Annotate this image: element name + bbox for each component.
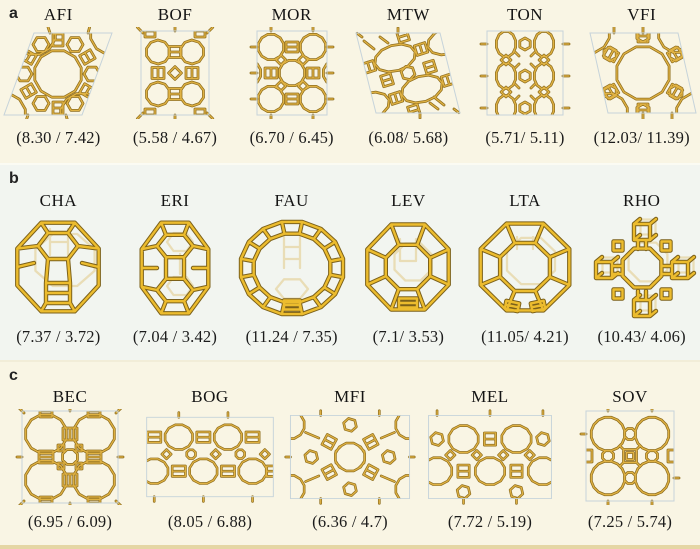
structure-panel-BEC: BEC (6.95 / 6.09) bbox=[0, 385, 140, 545]
structure-title: MOR bbox=[271, 5, 312, 24]
structure-pore-values: (8.05 / 6.88) bbox=[167, 512, 253, 531]
structure-panel-RHO: RHO (10.43/ 4.06) bbox=[583, 189, 700, 360]
structure-panel-MFI: MFI (6.36 / 4.7) bbox=[280, 385, 420, 545]
structure-image-VFI bbox=[589, 27, 697, 119]
structure-title: LEV bbox=[391, 191, 426, 210]
structure-pore-values: (11.24 / 7.35) bbox=[245, 327, 338, 346]
structure-pore-values: (6.36 / 4.7) bbox=[312, 512, 388, 531]
structure-pore-values: (7.25 / 5.74) bbox=[587, 512, 673, 531]
structure-title: RHO bbox=[622, 191, 661, 210]
structure-image-MOR bbox=[249, 27, 335, 119]
structure-pore-values: (7.04 / 3.42) bbox=[132, 327, 218, 346]
structure-title: AFI bbox=[43, 5, 73, 24]
structure-panel-MEL: MEL (7.72 / 5.19) bbox=[420, 385, 560, 545]
structure-image-SOV bbox=[579, 409, 681, 505]
structure-panel-ERI: ERI (7.04 / 3.42) bbox=[117, 189, 234, 360]
structure-pore-values: (12.03/ 11.39) bbox=[593, 128, 690, 147]
structure-panel-BOF: BOF (5.58 / 4.67) bbox=[117, 3, 234, 163]
structure-image-RHO bbox=[593, 216, 696, 319]
structure-pore-values: (6.70 / 6.45) bbox=[249, 128, 334, 147]
panel-c: c BEC (6.95 / 6.09) BOG (8.05 / 6.88) MFI (6.… bbox=[0, 360, 700, 549]
structure-title: BOG bbox=[191, 387, 229, 406]
structure-title: FAU bbox=[274, 191, 309, 210]
structure-title: CHA bbox=[39, 191, 78, 210]
structure-pore-values: (7.37 / 3.72) bbox=[16, 327, 101, 346]
panel-c-cells: BEC (6.95 / 6.09) BOG (8.05 / 6.88) MFI (6.36… bbox=[0, 362, 700, 545]
panel-a: a AFI (8.30 / 7.42) BOF (5.58 / 4.67) MOR (6.… bbox=[0, 0, 700, 163]
structure-pore-values: (7.1/ 3.53) bbox=[372, 327, 445, 346]
structure-title: SOV bbox=[612, 387, 648, 406]
structure-image-TON bbox=[479, 30, 571, 116]
structure-panel-TON: TON (5.71/ 5.11) bbox=[467, 3, 584, 163]
structure-image-ERI bbox=[139, 220, 211, 316]
structure-image-MFI bbox=[284, 409, 416, 505]
structure-pore-values: (7.72 / 5.19) bbox=[447, 512, 533, 531]
structure-panel-MTW: MTW (6.08/ 5.68) bbox=[350, 3, 467, 163]
panel-b-label: b bbox=[9, 170, 19, 187]
structure-panel-SOV: SOV (7.25 / 5.74) bbox=[560, 385, 700, 545]
structure-panel-LEV: LEV (7.1/ 3.53) bbox=[350, 189, 467, 360]
structure-pore-values: (5.58 / 4.67) bbox=[132, 128, 218, 147]
structure-image-CHA bbox=[15, 220, 102, 314]
structure-pore-values: (10.43/ 4.06) bbox=[597, 327, 686, 346]
structure-title: MEL bbox=[471, 387, 509, 406]
structure-title: ERI bbox=[160, 191, 190, 210]
structure-panel-AFI: AFI (8.30 / 7.42) bbox=[0, 3, 117, 163]
structure-title: LTA bbox=[509, 191, 541, 210]
structure-image-BOG bbox=[146, 411, 274, 503]
structure-pore-values: (11.05/ 4.21) bbox=[481, 327, 569, 346]
structure-title: BOF bbox=[157, 5, 193, 24]
structure-image-BOF bbox=[136, 27, 215, 119]
structure-image-MEL bbox=[428, 409, 552, 505]
structure-panel-FAU: FAU (11.24 / 7.35) bbox=[233, 189, 350, 360]
panel-b: b CHA (7.37 / 3.72) ERI (7.04 / 3.42) FAU (11… bbox=[0, 163, 700, 360]
structure-image-FAU bbox=[238, 219, 345, 317]
structure-title: VFI bbox=[627, 5, 657, 24]
structure-panel-BOG: BOG (8.05 / 6.88) bbox=[140, 385, 280, 545]
structure-title: MTW bbox=[386, 5, 430, 24]
structure-pore-values: (5.71/ 5.11) bbox=[485, 128, 565, 147]
structure-pore-values: (8.30 / 7.42) bbox=[16, 128, 101, 147]
structure-panel-MOR: MOR (6.70 / 6.45) bbox=[233, 3, 350, 163]
structure-panel-LTA: LTA (11.05/ 4.21) bbox=[467, 189, 584, 360]
structure-pore-values: (6.08/ 5.68) bbox=[368, 128, 449, 147]
structure-title: MFI bbox=[334, 387, 366, 406]
structure-image-LEV bbox=[365, 222, 452, 312]
structure-pore-values: (6.95 / 6.09) bbox=[27, 512, 113, 531]
structure-title: TON bbox=[506, 5, 544, 24]
panel-a-label: a bbox=[9, 5, 18, 22]
structure-title: BEC bbox=[52, 387, 88, 406]
structure-panel-CHA: CHA (7.37 / 3.72) bbox=[0, 189, 117, 360]
panel-b-cells: CHA (7.37 / 3.72) ERI (7.04 / 3.42) FAU (11.2… bbox=[0, 165, 700, 360]
panel-c-label: c bbox=[9, 367, 18, 384]
structure-image-BEC bbox=[15, 409, 125, 505]
structure-image-MTW bbox=[355, 27, 461, 119]
structure-image-AFI bbox=[3, 27, 114, 119]
structure-panel-VFI: VFI (12.03/ 11.39) bbox=[583, 3, 700, 163]
panel-a-cells: AFI (8.30 / 7.42) BOF (5.58 / 4.67) MOR (6.70… bbox=[0, 0, 700, 163]
structure-image-LTA bbox=[478, 221, 572, 314]
